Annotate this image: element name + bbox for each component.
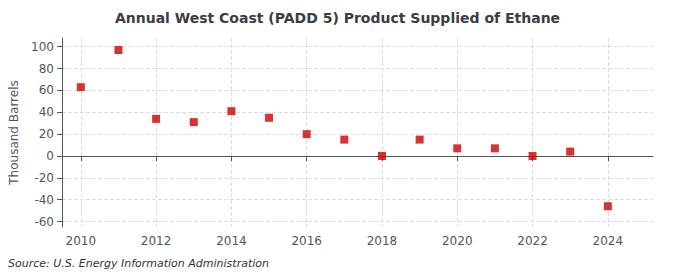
svg-text:0: 0 [46, 149, 54, 163]
svg-text:80: 80 [39, 62, 54, 76]
svg-text:2024: 2024 [593, 234, 624, 248]
svg-text:2016: 2016 [291, 234, 322, 248]
svg-text:Thousand Barrels: Thousand Barrels [7, 80, 21, 185]
svg-text:60: 60 [39, 83, 54, 97]
svg-text:2020: 2020 [442, 234, 473, 248]
svg-text:100: 100 [31, 40, 54, 54]
svg-text:-20: -20 [34, 171, 54, 185]
svg-text:2018: 2018 [367, 234, 398, 248]
svg-text:2010: 2010 [66, 234, 97, 248]
svg-text:2012: 2012 [141, 234, 172, 248]
svg-text:2014: 2014 [216, 234, 247, 248]
svg-text:Source: U.S. Energy Informatio: Source: U.S. Energy Information Administ… [8, 257, 269, 270]
svg-text:40: 40 [39, 105, 54, 119]
svg-text:Annual West Coast (PADD 5) Pro: Annual West Coast (PADD 5) Product Suppl… [115, 10, 560, 26]
svg-text:2022: 2022 [517, 234, 548, 248]
svg-text:-40: -40 [34, 193, 54, 207]
svg-text:-60: -60 [34, 215, 54, 229]
svg-text:20: 20 [39, 127, 54, 141]
